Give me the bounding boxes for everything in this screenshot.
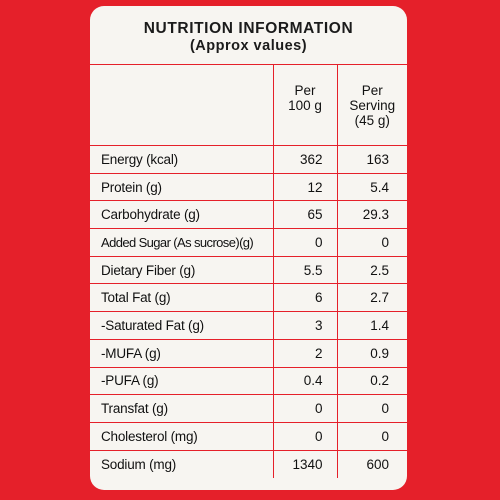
header-per-serving-line2: Serving <box>349 98 396 113</box>
nutrient-row: Added Sugar (As sucrose)(g) 0 0 <box>90 228 407 257</box>
nutrient-value-per-serving: 29.3 <box>336 200 407 230</box>
nutrient-value-per-serving: 0 <box>336 228 407 257</box>
header-per-100g-line2: 100 g <box>288 98 322 113</box>
nutrient-value-per-100g: 3 <box>272 311 338 340</box>
nutrient-value-per-100g: 5.5 <box>272 255 338 285</box>
nutrient-row: Cholesterol (mg) 0 0 <box>90 421 407 451</box>
nutrition-title-block: NUTRITION INFORMATION (Approx values) <box>90 6 407 62</box>
nutrient-value-per-100g: 0 <box>272 421 338 451</box>
nutrient-value-per-serving: 0 <box>336 394 407 423</box>
nutrient-value-per-serving: 0.9 <box>336 338 407 368</box>
nutrient-value-per-100g: 0.4 <box>272 366 338 396</box>
nutrient-name: -Saturated Fat (g) <box>90 311 274 340</box>
nutrient-value-per-serving: 2.5 <box>336 255 407 285</box>
nutrient-value-per-100g: 65 <box>272 200 338 230</box>
nutrient-value-per-100g: 2 <box>272 338 338 368</box>
header-per-serving-line1: Per <box>361 83 383 98</box>
nutrition-subtitle: (Approx values) <box>189 38 308 54</box>
nutrient-name: Cholesterol (mg) <box>90 421 274 451</box>
nutrient-row: Carbohydrate (g) 65 29.3 <box>90 200 407 230</box>
header-per-serving-line3: (45 g) <box>354 113 390 128</box>
nutrient-value-per-100g: 1340 <box>272 449 338 478</box>
nutrient-name: Sodium (mg) <box>90 449 274 478</box>
nutrient-value-per-100g: 0 <box>272 394 338 423</box>
nutrient-name: Total Fat (g) <box>90 283 274 313</box>
nutrient-value-per-100g: 12 <box>272 172 338 202</box>
nutrient-name: Protein (g) <box>90 172 274 202</box>
nutrient-value-per-100g: 0 <box>272 228 338 257</box>
nutrient-value-per-100g: 362 <box>272 145 338 174</box>
nutrient-name: Carbohydrate (g) <box>90 200 274 230</box>
nutrition-label-panel: NUTRITION INFORMATION (Approx values) Pe… <box>90 6 407 490</box>
nutrient-name: Added Sugar (As sucrose)(g) <box>90 228 274 257</box>
nutrient-row: -Saturated Fat (g) 3 1.4 <box>90 311 407 340</box>
nutrient-value-per-serving: 0 <box>336 421 407 451</box>
nutrient-row: Transfat (g) 0 0 <box>90 394 407 423</box>
nutrient-value-per-serving: 600 <box>336 449 407 478</box>
header-per-100g-line1: Per <box>294 83 316 98</box>
nutrient-value-per-serving: 5.4 <box>336 172 407 202</box>
nutrient-value-per-serving: 163 <box>336 145 407 174</box>
nutrient-name: -PUFA (g) <box>90 366 274 396</box>
header-per-100g: Per 100 g <box>272 64 338 146</box>
nutrient-row: Total Fat (g) 6 2.7 <box>90 283 407 313</box>
nutrient-row: -MUFA (g) 2 0.9 <box>90 338 407 368</box>
nutrient-name: Transfat (g) <box>90 394 274 423</box>
header-blank-cell <box>90 64 274 146</box>
nutrition-title: NUTRITION INFORMATION <box>143 20 354 37</box>
nutrient-value-per-serving: 1.4 <box>336 311 407 340</box>
nutrition-table: Per 100 g Per Serving (45 g) Energy (kca… <box>90 64 407 478</box>
nutrient-value-per-serving: 0.2 <box>336 366 407 396</box>
nutrient-row: Dietary Fiber (g) 5.5 2.5 <box>90 255 407 285</box>
nutrient-row: Protein (g) 12 5.4 <box>90 172 407 202</box>
nutrient-row: -PUFA (g) 0.4 0.2 <box>90 366 407 396</box>
nutrient-value-per-100g: 6 <box>272 283 338 313</box>
nutrient-name: -MUFA (g) <box>90 338 274 368</box>
header-per-serving: Per Serving (45 g) <box>336 64 407 146</box>
nutrient-row: Energy (kcal) 362 163 <box>90 145 407 174</box>
nutrient-value-per-serving: 2.7 <box>336 283 407 313</box>
nutrient-name: Energy (kcal) <box>90 145 274 174</box>
nutrient-name: Dietary Fiber (g) <box>90 255 274 285</box>
nutrition-table-header: Per 100 g Per Serving (45 g) <box>90 64 407 146</box>
nutrient-row: Sodium (mg) 1340 600 <box>90 449 407 478</box>
